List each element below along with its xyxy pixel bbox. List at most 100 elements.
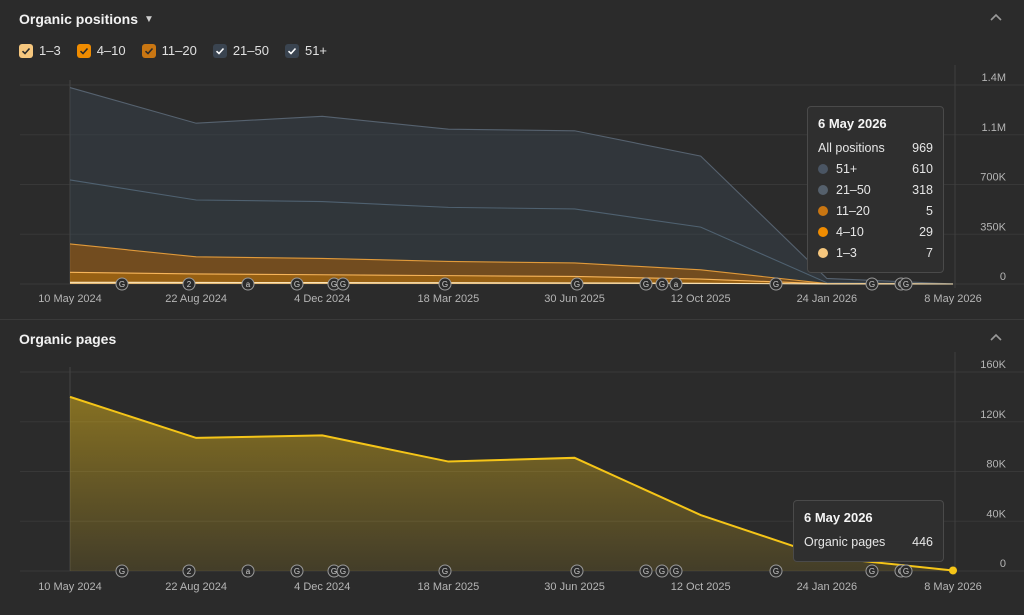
svg-text:G: G (643, 280, 649, 289)
positions-legend: 1–3 4–10 11–20 21–50 51+ (19, 43, 327, 58)
annotation-marker-icon[interactable]: a (669, 277, 683, 291)
x-tick-label: 10 May 2024 (38, 293, 102, 305)
y-tick-label: 0 (1000, 558, 1006, 570)
annotation-marker-icon[interactable]: G (290, 277, 304, 291)
series-dot-icon (818, 163, 828, 174)
organic-pages-chart[interactable]: 160K 120K 80K 40K 0 10 May 2024 22 Aug 2024 4 D… (0, 320, 1024, 615)
tooltip-label-text: 11–20 (836, 203, 870, 218)
tooltip-value: 969 (912, 140, 933, 155)
organic-positions-chart[interactable]: 1.4M 1.1M 700K 350K 0 10 May 2024 22 Aug 2024 4… (0, 0, 1024, 318)
tooltip-row: All positions 969 (818, 137, 933, 158)
series-area[interactable] (70, 396, 953, 571)
legend-item[interactable]: 21–50 (212, 43, 269, 58)
annotation-marker-icon[interactable]: G (438, 277, 452, 291)
tooltip-value: 5 (926, 203, 933, 218)
positions-tooltip: 6 May 2026 All positions 969 51+ 610 21–50 31… (807, 106, 944, 273)
annotation-marker-icon[interactable]: G (669, 564, 683, 578)
y-tick-label: 160K (980, 359, 1006, 371)
annotation-marker-icon[interactable]: G (655, 277, 669, 291)
annotation-marker-icon[interactable]: a (241, 564, 255, 578)
tooltip-label: 1–3 (818, 246, 857, 260)
tooltip-row: 21–50 318 (818, 179, 933, 200)
x-tick-label: 8 May 2026 (924, 293, 981, 305)
x-tick-label: 12 Oct 2025 (671, 581, 731, 593)
collapse-icon[interactable] (988, 330, 1004, 346)
svg-text:G: G (331, 567, 337, 576)
x-tick-label: 24 Jan 2026 (797, 581, 858, 593)
annotation-marker-icon[interactable]: G (865, 564, 879, 578)
annotation-marker-icon[interactable]: 2 (182, 277, 196, 291)
annotation-marker-icon[interactable]: G (865, 277, 879, 291)
annotation-marker-icon[interactable]: G (290, 564, 304, 578)
collapse-icon[interactable] (988, 10, 1004, 26)
y-tick-label: 120K (980, 409, 1006, 421)
tooltip-label: 21–50 (818, 183, 871, 197)
svg-text:G: G (442, 567, 448, 576)
svg-text:G: G (643, 567, 649, 576)
x-tick-label: 8 May 2026 (924, 581, 981, 593)
checkbox-icon[interactable] (141, 43, 156, 58)
series-area[interactable] (70, 87, 953, 284)
annotation-marker-icon[interactable]: G (570, 277, 584, 291)
svg-text:G: G (340, 280, 346, 289)
tooltip-value: 446 (912, 534, 933, 549)
x-tick-label: 12 Oct 2025 (671, 293, 731, 305)
annotation-marker-icon[interactable]: G (769, 277, 783, 291)
tooltip-label-text: 4–10 (836, 224, 864, 239)
svg-text:G: G (869, 280, 875, 289)
x-tick-label: 18 Mar 2025 (418, 581, 480, 593)
svg-text:2: 2 (187, 567, 192, 576)
legend-item[interactable]: 11–20 (141, 43, 197, 58)
annotation-marker-icon[interactable]: 2 (182, 564, 196, 578)
annotation-marker-icon[interactable]: G (899, 277, 913, 291)
legend-label: 21–50 (232, 43, 269, 58)
series-line (69, 271, 954, 285)
checkbox-icon[interactable] (284, 43, 299, 58)
legend-label: 1–3 (39, 43, 61, 58)
annotation-marker-icon[interactable]: G (639, 277, 653, 291)
annotation-marker-icon[interactable]: G (769, 564, 783, 578)
hover-point (949, 566, 957, 575)
legend-label: 51+ (304, 43, 328, 58)
x-tick-label: 30 Jun 2025 (544, 581, 605, 593)
tooltip-label-text: 51+ (836, 161, 858, 176)
organic-pages-title: Organic pages (19, 331, 116, 347)
legend-item[interactable]: 51+ (284, 43, 328, 58)
tooltip-row: 51+ 610 (818, 158, 933, 179)
checkbox-icon[interactable] (212, 43, 227, 58)
annotation-marker-icon[interactable]: G (115, 277, 129, 291)
tooltip-label-text: All positions (818, 140, 885, 155)
svg-text:a: a (674, 280, 679, 289)
svg-text:G: G (903, 280, 909, 289)
annotation-marker-icon[interactable]: G (115, 564, 129, 578)
tooltip-row: 11–20 5 (818, 200, 933, 221)
annotation-marker-icon[interactable]: G (336, 277, 350, 291)
chevron-down-icon[interactable]: ▼ (144, 13, 154, 25)
legend-item[interactable]: 4–10 (76, 43, 126, 58)
series-area[interactable] (70, 243, 953, 284)
annotation-marker-icon[interactable]: G (438, 564, 452, 578)
annotation-marker-icon[interactable]: G (570, 564, 584, 578)
panel-title-text: Organic pages (19, 331, 117, 347)
organic-positions-title[interactable]: Organic positions ▼ (19, 11, 154, 27)
x-tick-label: 22 Aug 2024 (165, 293, 227, 305)
svg-text:G: G (294, 567, 300, 576)
annotation-marker-icon[interactable]: G (655, 564, 669, 578)
series-dot-icon (818, 247, 828, 258)
svg-text:a: a (246, 567, 251, 576)
tooltip-label: 4–10 (818, 225, 864, 239)
checkbox-icon[interactable] (76, 43, 91, 58)
annotation-marker-icon[interactable]: G (336, 564, 350, 578)
legend-item[interactable]: 1–3 (19, 43, 61, 58)
series-area[interactable] (70, 272, 953, 284)
annotation-marker-icon[interactable]: G (899, 564, 913, 578)
annotation-marker-icon[interactable]: a (241, 277, 255, 291)
annotation-marker-icon[interactable]: G (639, 564, 653, 578)
x-tick-label: 30 Jun 2025 (544, 293, 605, 305)
series-line (69, 281, 954, 285)
svg-text:G: G (903, 567, 909, 576)
y-tick-label: 350K (980, 221, 1006, 233)
checkbox-icon[interactable] (19, 43, 33, 58)
tooltip-value: 29 (919, 224, 933, 239)
legend-label: 11–20 (161, 43, 197, 58)
